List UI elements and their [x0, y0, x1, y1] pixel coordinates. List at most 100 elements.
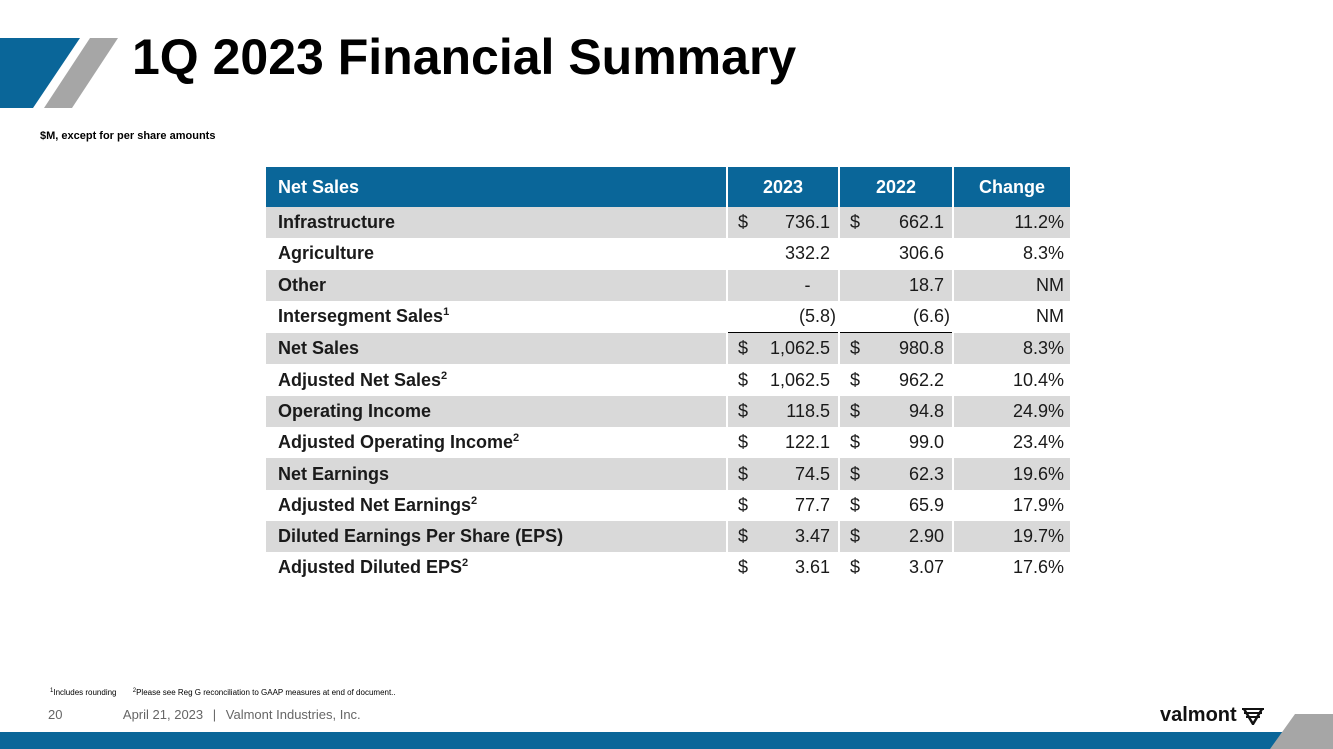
- slide-footer: 20 April 21, 2023 | Valmont Industries, …: [48, 707, 361, 722]
- currency-2022: $: [838, 489, 870, 521]
- row-label: Agriculture: [278, 243, 375, 264]
- value-2023: 332.2: [784, 243, 831, 264]
- row-label: Operating Income: [266, 395, 727, 428]
- value-change: 24.9%: [952, 395, 1071, 428]
- value-2022: 2.90: [869, 520, 954, 553]
- table-row: Net Sales $ 1,062.5 $ 980.8 8.3%: [266, 332, 1071, 365]
- value-2022: 662.1: [869, 207, 954, 239]
- value-2023: 1,062.5: [769, 369, 831, 390]
- currency-2023: $: [726, 364, 757, 396]
- value-change: 8.3%: [952, 332, 1071, 365]
- page-number: 20: [48, 707, 63, 722]
- value-change: NM: [952, 300, 1071, 333]
- footnotes: 1Includes rounding 2Please see Reg G rec…: [50, 688, 410, 697]
- row-label: Other: [266, 269, 727, 301]
- currency-2022: $: [838, 332, 870, 365]
- value-2022: 306.6: [898, 243, 945, 264]
- logo-text: valmont: [1160, 704, 1237, 726]
- value-change: 19.6%: [952, 458, 1071, 490]
- currency-2023: $: [726, 458, 757, 490]
- value-2022: 3.07: [908, 557, 945, 578]
- row-label: Adjusted Operating Income2: [278, 432, 520, 453]
- footer-date: April 21, 2023: [122, 707, 204, 722]
- table-row: Adjusted Operating Income2 $ 122.1 $ 99.…: [266, 427, 1071, 459]
- footer-separator: |: [212, 707, 217, 722]
- table-header-row: Net Sales 2023 2022 Change: [266, 167, 1071, 207]
- currency-2023: $: [726, 520, 757, 553]
- table-row: Agriculture 332.2 306.6 8.3%: [266, 238, 1071, 270]
- row-label: Adjusted Net Sales2: [278, 369, 448, 390]
- row-label: Diluted Earnings Per Share (EPS): [266, 520, 727, 553]
- footnote-1: 1Includes rounding: [50, 688, 117, 697]
- currency-2022: $: [838, 395, 870, 428]
- value-change: 17.9%: [952, 489, 1071, 521]
- value-change: 19.7%: [952, 520, 1071, 553]
- currency-2022: [838, 269, 870, 301]
- value-2022: 94.8: [869, 395, 954, 428]
- header-2022: 2022: [838, 167, 954, 207]
- footer-company: Valmont Industries, Inc.: [225, 707, 361, 722]
- bottom-brand-bar: [0, 714, 1333, 749]
- header-2023: 2023: [725, 167, 840, 207]
- value-2023: (5.8): [757, 300, 840, 334]
- row-label: Adjusted Diluted EPS2: [278, 557, 469, 578]
- currency-2023: $: [726, 427, 757, 459]
- value-2023: 118.5: [757, 395, 840, 428]
- table-row: Adjusted Diluted EPS2 $ 3.61 $ 3.07 17.6…: [266, 552, 1071, 584]
- table-row: Net Earnings $ 74.5 $ 62.3 19.6%: [266, 458, 1071, 490]
- value-2022: 980.8: [869, 332, 954, 365]
- table-row: Infrastructure $ 736.1 $ 662.1 11.2%: [266, 207, 1071, 239]
- value-2022: 99.0: [908, 432, 945, 453]
- table-row: Intersegment Sales1 (5.8) (6.6) NM: [266, 300, 1071, 334]
- table-row: Operating Income $ 118.5 $ 94.8 24.9%: [266, 395, 1071, 428]
- value-change: 11.2%: [952, 207, 1071, 239]
- currency-2022: $: [838, 458, 870, 490]
- value-2023: 3.47: [757, 520, 840, 553]
- row-label: Intersegment Sales1: [278, 306, 450, 327]
- table-row: Adjusted Net Sales2 $ 1,062.5 $ 962.2 10…: [266, 364, 1071, 396]
- value-2022: 62.3: [869, 458, 954, 490]
- table-row: Other - 18.7 NM: [266, 269, 1071, 301]
- valmont-v-icon: [1241, 707, 1264, 725]
- value-2022: 962.2: [898, 369, 945, 390]
- row-label: Adjusted Net Earnings2: [278, 494, 478, 515]
- financial-summary-table: Net Sales 2023 2022 Change Infrastructur…: [266, 167, 1071, 584]
- currency-2023: [726, 238, 757, 270]
- value-change: 23.4%: [952, 427, 1071, 459]
- value-2023: 1,062.5: [757, 332, 840, 365]
- value-change: 10.4%: [952, 364, 1071, 396]
- currency-2022: $: [838, 207, 870, 239]
- value-change: 17.6%: [952, 552, 1071, 584]
- table-row: Adjusted Net Earnings2 $ 77.7 $ 65.9 17.…: [266, 489, 1071, 521]
- page-title: 1Q 2023 Financial Summary: [132, 29, 797, 85]
- valmont-logo: valmont: [1160, 704, 1265, 727]
- row-label: Infrastructure: [266, 207, 727, 239]
- table-body: Infrastructure $ 736.1 $ 662.1 11.2% Agr…: [266, 207, 1071, 584]
- value-change: 8.3%: [952, 238, 1071, 270]
- value-2023: 736.1: [757, 207, 840, 239]
- value-2023: 3.61: [794, 557, 831, 578]
- header-label: Net Sales: [266, 167, 727, 207]
- row-label: Net Earnings: [266, 458, 727, 490]
- currency-2023: $: [726, 207, 757, 239]
- currency-2023: $: [726, 395, 757, 428]
- value-2023: 77.7: [794, 494, 831, 515]
- value-2023: 122.1: [784, 432, 831, 453]
- currency-2023: [726, 300, 757, 334]
- row-label: Net Sales: [266, 332, 727, 365]
- currency-2022: [838, 300, 870, 334]
- currency-2023: $: [726, 332, 757, 365]
- currency-2022: [838, 238, 870, 270]
- currency-2022: $: [838, 364, 870, 396]
- value-2023: -: [757, 269, 840, 301]
- value-2022: 18.7: [869, 269, 954, 301]
- corner-slash-graphic: [0, 38, 118, 108]
- table-row: Diluted Earnings Per Share (EPS) $ 3.47 …: [266, 520, 1071, 553]
- header-change: Change: [952, 167, 1071, 207]
- currency-2023: [726, 269, 757, 301]
- units-subtitle: $M, except for per share amounts: [40, 130, 216, 142]
- currency-2023: $: [726, 552, 757, 584]
- value-2023: 74.5: [757, 458, 840, 490]
- currency-2023: $: [726, 489, 757, 521]
- value-2022: 65.9: [908, 494, 945, 515]
